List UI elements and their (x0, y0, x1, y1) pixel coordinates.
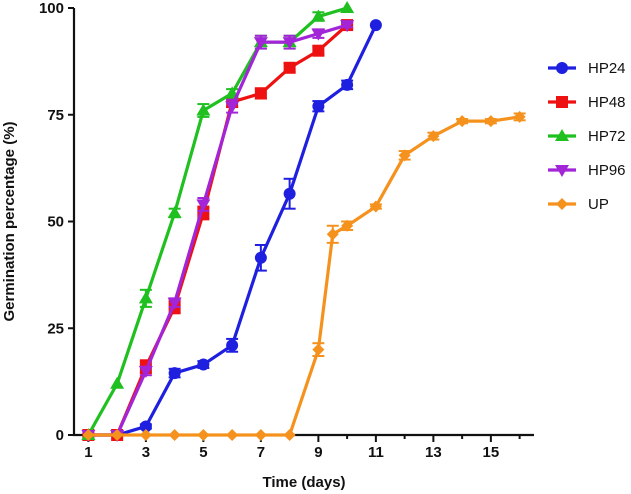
series-line-hp96 (88, 23, 348, 437)
data-point-hp96 (282, 37, 297, 50)
y-tick-label: 50 (47, 214, 64, 231)
data-point-hp96 (340, 20, 355, 33)
data-point-up (312, 343, 325, 356)
legend-swatch-marker (556, 62, 568, 74)
legend-swatch-marker (555, 129, 569, 141)
data-point-hp24 (197, 358, 210, 371)
legend-label: HP48 (588, 94, 626, 111)
legend-item-hp72: HP72 (548, 128, 626, 145)
data-point-hp96 (311, 28, 326, 41)
data-point-up (398, 149, 411, 162)
data-point-hp48 (283, 61, 296, 74)
legend-swatch-marker (555, 165, 569, 177)
data-point-hp72 (311, 9, 326, 22)
series-hp72 (81, 1, 355, 440)
legend-item-hp96: HP96 (548, 162, 626, 179)
legend-swatch-marker (556, 96, 568, 108)
x-tick-label: 3 (142, 444, 150, 461)
series-line-hp48 (88, 23, 349, 437)
data-point-hp24 (369, 19, 382, 32)
x-tick-label: 1 (84, 444, 92, 461)
data-point-hp72 (196, 103, 211, 116)
data-point-up (168, 429, 181, 441)
data-point-hp72 (110, 376, 125, 389)
y-tick-label: 100 (39, 0, 64, 17)
data-point-up (82, 429, 95, 441)
y-ticks: 0 25 50 75 100 (39, 0, 74, 444)
data-point-up (326, 228, 339, 241)
data-point-hp96 (253, 37, 268, 50)
x-tick-label: 13 (425, 444, 442, 461)
data-point-hp96 (138, 365, 153, 378)
data-point-up (513, 110, 526, 123)
data-point-hp96 (167, 297, 182, 310)
legend-label: HP24 (588, 60, 626, 77)
y-tick-label: 0 (56, 427, 64, 444)
y-axis-title: Germination percentage (%) (1, 121, 18, 321)
legend-item-up: UP (548, 196, 609, 213)
data-point-up (369, 200, 382, 213)
data-point-hp96 (225, 101, 240, 114)
data-point-up (111, 429, 124, 441)
data-point-hp48 (254, 87, 267, 100)
data-point-up (484, 115, 497, 128)
y-tick-label: 75 (47, 107, 64, 124)
series-hp96 (81, 20, 355, 442)
legend-label: HP72 (588, 128, 626, 145)
data-point-up (254, 429, 267, 441)
data-point-up (197, 429, 210, 441)
plot-area (81, 1, 526, 442)
series-hp48 (82, 19, 354, 441)
data-point-hp24 (168, 367, 181, 380)
x-tick-label: 9 (314, 444, 322, 461)
x-tick-label: 15 (483, 444, 500, 461)
data-point-hp48 (312, 44, 325, 57)
x-axis-title: Time (days) (262, 474, 345, 491)
data-point-hp24 (341, 78, 354, 91)
data-point-hp72 (167, 205, 182, 218)
y-tick-label: 25 (47, 320, 64, 337)
data-point-hp24 (254, 251, 267, 264)
legend-item-hp48: HP48 (548, 94, 626, 111)
legend-swatch-marker (556, 198, 568, 210)
data-point-hp96 (196, 199, 211, 212)
data-point-up (427, 130, 440, 143)
x-ticks: 1 3 5 7 9 11 13 15 (84, 435, 521, 461)
x-tick-label: 5 (199, 444, 207, 461)
data-point-up (341, 219, 354, 232)
series-line-hp72 (86, 6, 348, 436)
data-point-hp24 (312, 100, 325, 113)
x-tick-label: 7 (257, 444, 265, 461)
series-up (82, 110, 526, 441)
legend-item-hp24: HP24 (548, 60, 626, 77)
data-point-hp24 (283, 187, 296, 200)
data-point-up (139, 429, 152, 441)
data-point-up (283, 429, 296, 441)
x-tick-label: 11 (368, 444, 384, 461)
data-point-hp72 (138, 291, 153, 304)
data-point-up (456, 115, 469, 128)
data-point-up (226, 429, 239, 441)
legend: HP24 HP48 HP72 HP96 UP (548, 60, 626, 213)
data-point-hp24 (226, 339, 239, 352)
legend-label: HP96 (588, 162, 626, 179)
data-point-hp24 (139, 420, 152, 433)
legend-label: UP (588, 196, 609, 213)
data-point-hp72 (340, 1, 355, 13)
